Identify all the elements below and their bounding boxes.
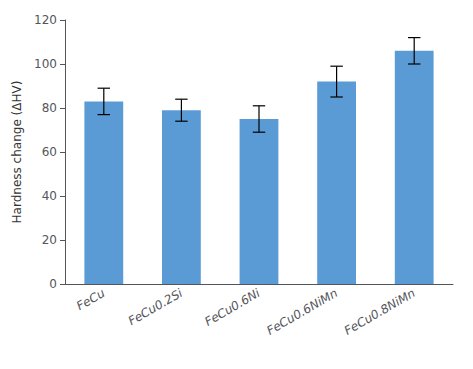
svg-text:FeCu0.6NiMn: FeCu0.6NiMn — [264, 286, 340, 338]
svg-text:FeCu: FeCu — [74, 286, 108, 313]
svg-text:FeCu0.8NiMn: FeCu0.8NiMn — [342, 286, 418, 338]
svg-text:80: 80 — [42, 101, 57, 115]
svg-text:FeCu0.6Ni: FeCu0.6Ni — [202, 286, 263, 329]
svg-text:FeCu0.2Si: FeCu0.2Si — [126, 286, 186, 329]
svg-text:Hardness change (ΔHV): Hardness change (ΔHV) — [10, 81, 24, 224]
svg-text:60: 60 — [42, 145, 57, 159]
svg-text:40: 40 — [42, 189, 57, 203]
svg-text:120: 120 — [34, 13, 57, 27]
svg-text:0: 0 — [49, 277, 57, 291]
svg-text:100: 100 — [34, 57, 57, 71]
svg-text:20: 20 — [42, 233, 57, 247]
